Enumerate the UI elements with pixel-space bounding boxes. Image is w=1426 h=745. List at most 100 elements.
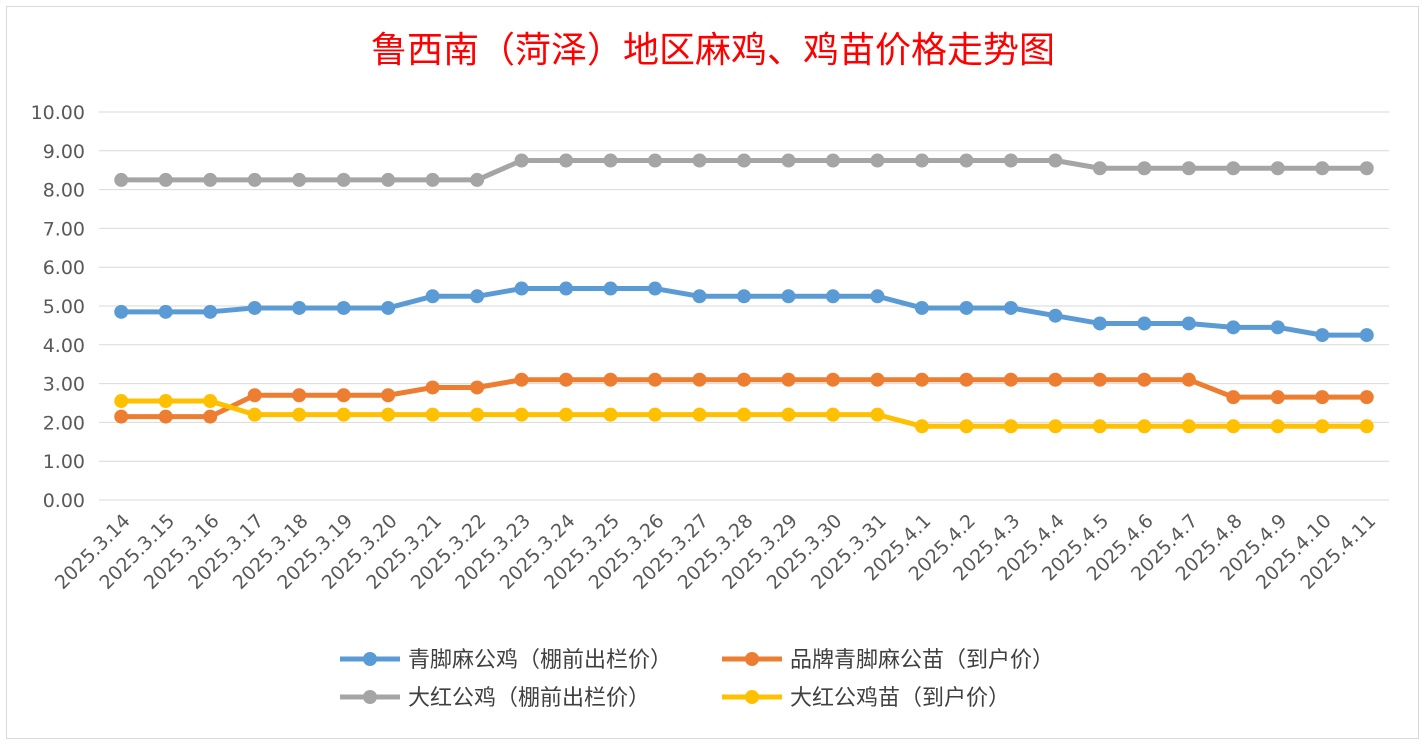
data-point[interactable] (203, 394, 218, 409)
data-point[interactable] (203, 409, 218, 424)
data-point[interactable] (914, 372, 929, 387)
chart-area[interactable] (6, 6, 1419, 739)
data-point[interactable] (203, 172, 218, 187)
data-point[interactable] (914, 419, 929, 434)
data-point[interactable] (336, 407, 351, 422)
data-point[interactable] (114, 304, 129, 319)
data-point[interactable] (559, 372, 574, 387)
data-point[interactable] (1181, 161, 1196, 176)
data-point[interactable] (1137, 372, 1152, 387)
data-point[interactable] (1092, 419, 1107, 434)
data-point[interactable] (292, 388, 307, 403)
data-point[interactable] (692, 372, 707, 387)
data-point[interactable] (692, 153, 707, 168)
data-point[interactable] (737, 372, 751, 387)
data-point[interactable] (247, 300, 262, 315)
data-point[interactable] (158, 172, 173, 187)
data-point[interactable] (959, 419, 974, 434)
data-point[interactable] (336, 388, 351, 403)
data-point[interactable] (559, 153, 574, 168)
data-point[interactable] (1048, 372, 1063, 387)
data-point[interactable] (425, 380, 440, 395)
data-point[interactable] (1315, 419, 1330, 434)
data-point[interactable] (825, 407, 840, 422)
data-point[interactable] (158, 409, 173, 424)
data-point[interactable] (825, 289, 840, 304)
legend-item-2[interactable]: 大红公鸡（棚前出栏价） (340, 686, 650, 711)
data-point[interactable] (781, 372, 796, 387)
data-point[interactable] (514, 153, 529, 168)
data-point[interactable] (737, 153, 751, 168)
data-point[interactable] (825, 153, 840, 168)
data-point[interactable] (1270, 390, 1285, 405)
data-point[interactable] (559, 407, 574, 422)
data-point[interactable] (381, 407, 396, 422)
data-point[interactable] (425, 172, 440, 187)
data-point[interactable] (648, 407, 663, 422)
data-point[interactable] (381, 172, 396, 187)
data-point[interactable] (1359, 161, 1374, 176)
data-point[interactable] (158, 394, 173, 409)
data-point[interactable] (470, 380, 485, 395)
data-point[interactable] (1181, 372, 1196, 387)
data-point[interactable] (514, 407, 529, 422)
data-point[interactable] (1226, 320, 1241, 335)
data-point[interactable] (1359, 328, 1374, 343)
data-point[interactable] (1048, 419, 1063, 434)
data-point[interactable] (292, 172, 307, 187)
data-point[interactable] (737, 407, 751, 422)
data-point[interactable] (1048, 153, 1063, 168)
data-point[interactable] (1270, 161, 1285, 176)
data-point[interactable] (603, 372, 618, 387)
data-point[interactable] (1003, 372, 1018, 387)
data-point[interactable] (603, 281, 618, 296)
data-point[interactable] (1315, 161, 1330, 176)
data-point[interactable] (1003, 419, 1018, 434)
data-point[interactable] (425, 289, 440, 304)
data-point[interactable] (114, 394, 129, 409)
data-point[interactable] (870, 289, 885, 304)
data-point[interactable] (959, 300, 974, 315)
data-point[interactable] (603, 407, 618, 422)
data-point[interactable] (470, 289, 485, 304)
legend-item-1[interactable]: 品牌青脚麻公苗（到户价） (722, 648, 1054, 673)
data-point[interactable] (1137, 419, 1152, 434)
data-point[interactable] (514, 372, 529, 387)
series-1[interactable] (114, 372, 1374, 424)
data-point[interactable] (1226, 419, 1241, 434)
data-point[interactable] (781, 407, 796, 422)
data-point[interactable] (1359, 419, 1374, 434)
legend-item-0[interactable]: 青脚麻公鸡（棚前出栏价） (340, 648, 672, 673)
data-point[interactable] (470, 407, 485, 422)
data-point[interactable] (114, 409, 129, 424)
data-point[interactable] (1270, 419, 1285, 434)
data-point[interactable] (914, 300, 929, 315)
series-2[interactable] (114, 153, 1374, 187)
data-point[interactable] (1226, 161, 1241, 176)
data-point[interactable] (203, 304, 218, 319)
chart-title[interactable]: 鲁西南（菏泽）地区麻鸡、鸡苗价格走势图 (371, 30, 1055, 71)
data-point[interactable] (336, 172, 351, 187)
series-0[interactable] (114, 281, 1374, 343)
data-point[interactable] (914, 153, 929, 168)
data-point[interactable] (559, 281, 574, 296)
data-point[interactable] (1270, 320, 1285, 335)
data-point[interactable] (1003, 153, 1018, 168)
data-point[interactable] (1181, 419, 1196, 434)
data-point[interactable] (1092, 316, 1107, 331)
data-point[interactable] (781, 289, 796, 304)
data-point[interactable] (959, 153, 974, 168)
data-point[interactable] (1003, 300, 1018, 315)
data-point[interactable] (1315, 390, 1330, 405)
data-point[interactable] (158, 304, 173, 319)
data-point[interactable] (648, 281, 663, 296)
data-point[interactable] (648, 153, 663, 168)
data-point[interactable] (1092, 161, 1107, 176)
data-point[interactable] (470, 172, 485, 187)
data-point[interactable] (247, 407, 262, 422)
series-3[interactable] (114, 394, 1374, 434)
data-point[interactable] (781, 153, 796, 168)
data-point[interactable] (292, 300, 307, 315)
data-point[interactable] (692, 289, 707, 304)
